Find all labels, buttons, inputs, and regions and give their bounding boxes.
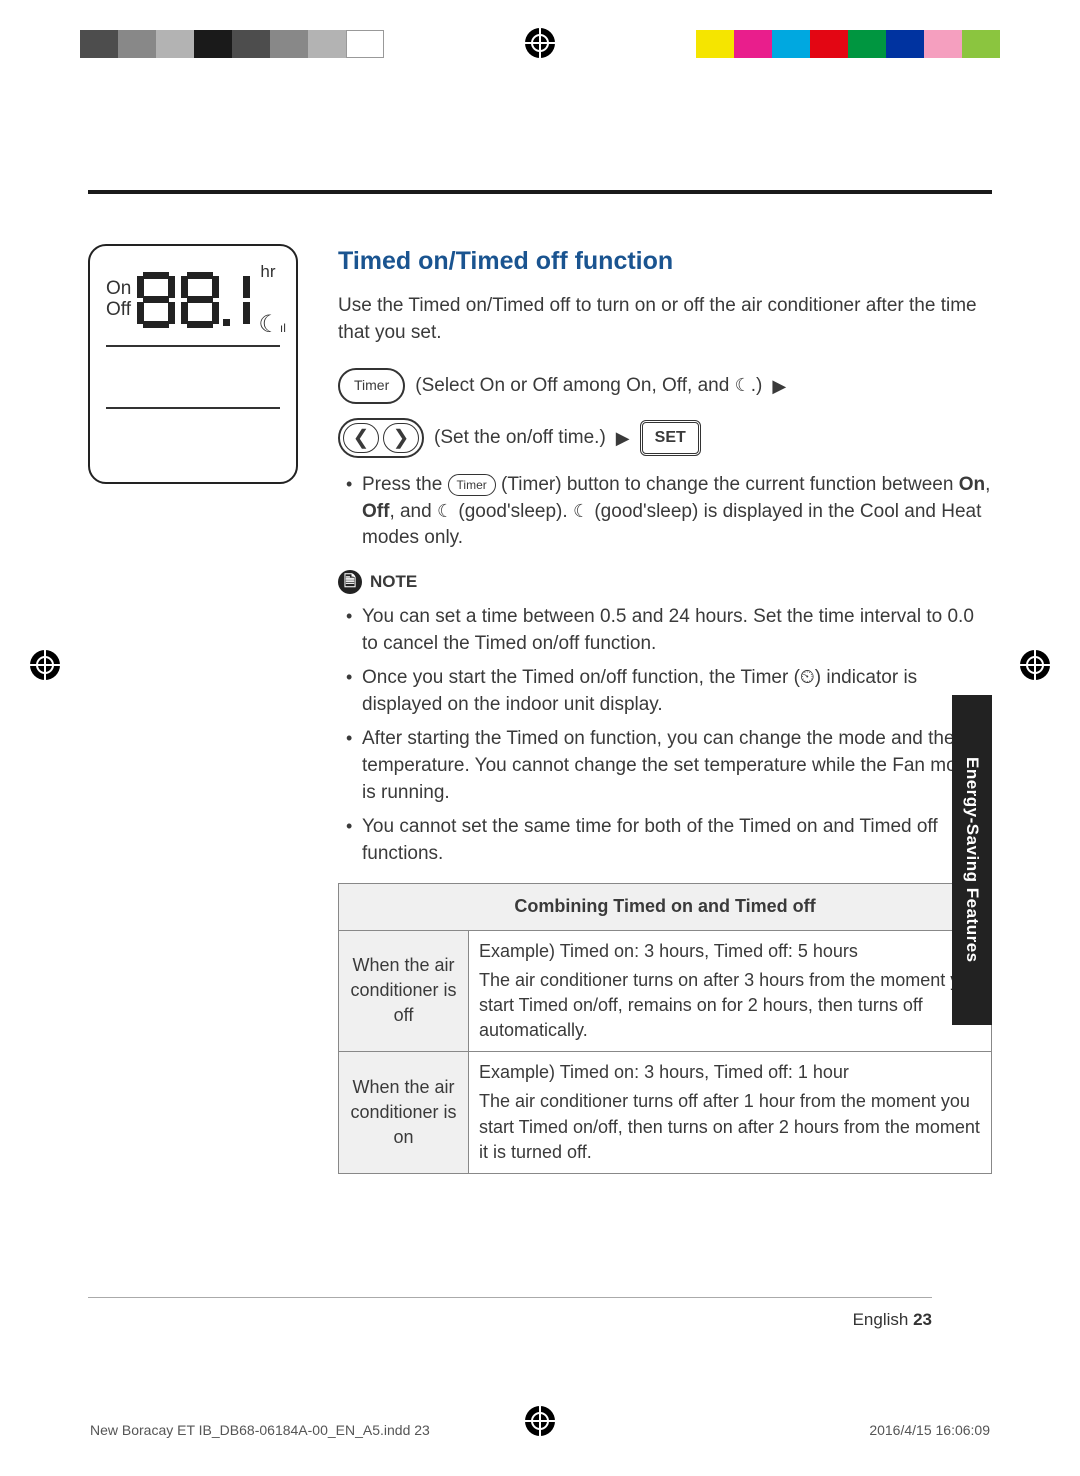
arrow-buttons: ❮ ❯ bbox=[338, 418, 424, 458]
footer-page-number: 23 bbox=[913, 1310, 932, 1329]
row-head: When the air conditioner is off bbox=[339, 930, 469, 1052]
table-header: Combining Timed on and Timed off bbox=[339, 884, 992, 930]
step-1-text: (Select On or Off among On, Off, and ☾.) bbox=[415, 373, 762, 400]
section-title: Timed on/Timed off function bbox=[338, 244, 992, 279]
registration-mark-icon bbox=[1020, 650, 1050, 680]
note-icon: 🗎 bbox=[338, 570, 362, 594]
note-item: After starting the Timed on function, yo… bbox=[342, 726, 992, 806]
good-sleep-icon: ☾ıl bbox=[258, 310, 286, 339]
intro-text: Use the Timed on/Timed off to turn on or… bbox=[338, 293, 992, 346]
decimal-dot-icon bbox=[223, 319, 230, 326]
top-rule bbox=[88, 190, 992, 194]
chevron-left-icon: ❮ bbox=[343, 423, 379, 453]
good-sleep-icon: ☾ bbox=[573, 499, 589, 524]
step-1: Timer (Select On or Off among On, Off, a… bbox=[338, 368, 992, 404]
timer-button: Timer bbox=[338, 368, 405, 404]
digit-half-icon bbox=[236, 272, 256, 328]
lcd-hr-label: hr bbox=[260, 262, 275, 282]
print-footer: New Boracay ET IB_DB68-06184A-00_EN_A5.i… bbox=[90, 1422, 990, 1438]
row-head: When the air conditioner is on bbox=[339, 1052, 469, 1174]
digit-icon bbox=[137, 272, 175, 328]
lcd-on-label: On bbox=[106, 279, 131, 300]
print-file: New Boracay ET IB_DB68-06184A-00_EN_A5.i… bbox=[90, 1422, 430, 1438]
note-list: You can set a time between 0.5 and 24 ho… bbox=[338, 604, 992, 867]
set-button: SET bbox=[640, 420, 701, 456]
lcd-off-label: Off bbox=[106, 300, 131, 321]
footer-lang: English bbox=[853, 1310, 909, 1329]
footer-rule bbox=[88, 1297, 932, 1298]
color-bar-right bbox=[696, 30, 1000, 58]
lcd-display: On Off bbox=[88, 244, 298, 484]
step-2-text: (Set the on/off time.) bbox=[434, 425, 606, 452]
note-item: You can set a time between 0.5 and 24 ho… bbox=[342, 604, 992, 657]
timer-button-inline: Timer bbox=[448, 474, 496, 496]
registration-mark-icon bbox=[525, 28, 555, 58]
note-heading: 🗎 NOTE bbox=[338, 570, 992, 594]
step-2: ❮ ❯ (Set the on/off time.) ▶ SET bbox=[338, 418, 992, 458]
press-instruction: Press the Timer (Timer) button to change… bbox=[342, 472, 992, 552]
digit-icon bbox=[181, 272, 219, 328]
table-row: When the air conditioner is on Example) … bbox=[339, 1052, 992, 1174]
lcd-on-off-labels: On Off bbox=[106, 279, 131, 321]
good-sleep-icon: ☾ bbox=[437, 499, 453, 524]
note-item: Once you start the Timed on/off function… bbox=[342, 665, 992, 718]
row-body: Example) Timed on: 3 hours, Timed off: 1… bbox=[469, 1052, 992, 1174]
chevron-right-icon: ❯ bbox=[383, 423, 419, 453]
page-footer: English 23 bbox=[853, 1310, 932, 1330]
registration-mark-icon bbox=[30, 650, 60, 680]
good-sleep-icon: ☾ bbox=[735, 373, 751, 398]
seven-segment-display bbox=[137, 272, 256, 328]
page-content: On Off bbox=[88, 85, 992, 1360]
note-item: You cannot set the same time for both of… bbox=[342, 814, 992, 867]
arrow-right-icon: ▶ bbox=[616, 426, 630, 451]
table-row: When the air conditioner is off Example)… bbox=[339, 930, 992, 1052]
arrow-right-icon: ▶ bbox=[772, 374, 786, 399]
side-tab: Energy-Saving Features bbox=[952, 695, 992, 1025]
press-bullet: Press the Timer (Timer) button to change… bbox=[338, 472, 992, 552]
note-label: NOTE bbox=[370, 570, 417, 594]
row-body: Example) Timed on: 3 hours, Timed off: 5… bbox=[469, 930, 992, 1052]
print-date: 2016/4/15 16:06:09 bbox=[869, 1422, 990, 1438]
combining-table: Combining Timed on and Timed off When th… bbox=[338, 883, 992, 1174]
color-bar-left bbox=[80, 30, 384, 58]
